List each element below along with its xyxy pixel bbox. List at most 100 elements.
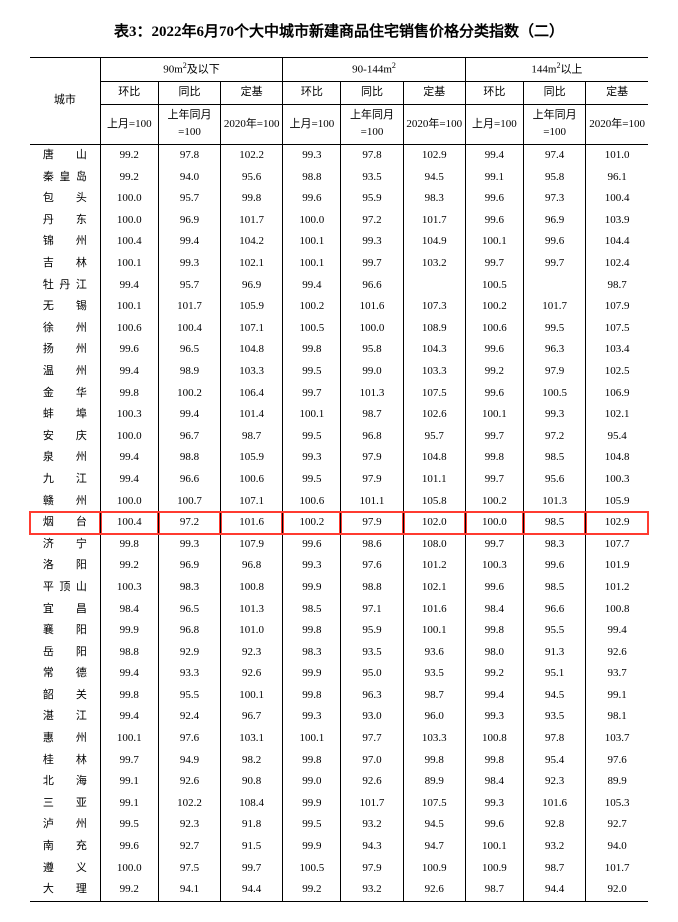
value-cell: 96.9 — [158, 555, 220, 577]
value-cell: 96.3 — [524, 339, 586, 361]
value-cell: 99.2 — [283, 879, 341, 901]
value-cell: 99.1 — [100, 771, 158, 793]
table-row: 北 海99.192.690.899.092.689.998.492.389.9 — [30, 771, 648, 793]
header-sub: 同比 — [524, 82, 586, 105]
value-cell: 99.4 — [586, 620, 648, 642]
header-base: 上年同月=100 — [524, 104, 586, 144]
value-cell: 99.9 — [283, 663, 341, 685]
value-cell: 100.1 — [465, 231, 523, 253]
value-cell: 102.2 — [158, 793, 220, 815]
value-cell: 104.4 — [586, 231, 648, 253]
value-cell: 99.4 — [100, 447, 158, 469]
value-cell: 103.4 — [586, 339, 648, 361]
value-cell: 95.5 — [158, 685, 220, 707]
value-cell: 104.2 — [221, 231, 283, 253]
value-cell: 101.2 — [403, 555, 465, 577]
value-cell: 100.5 — [283, 318, 341, 340]
city-name: 温 州 — [30, 361, 100, 383]
value-cell: 95.6 — [221, 167, 283, 189]
value-cell: 91.3 — [524, 642, 586, 664]
value-cell: 101.7 — [158, 296, 220, 318]
value-cell: 92.6 — [341, 771, 403, 793]
value-cell: 99.5 — [283, 469, 341, 491]
table-row: 秦皇岛99.294.095.698.893.594.599.195.896.1 — [30, 167, 648, 189]
value-cell: 101.9 — [586, 555, 648, 577]
city-name: 唐 山 — [30, 145, 100, 167]
value-cell: 99.4 — [283, 275, 341, 297]
value-cell: 107.5 — [403, 383, 465, 405]
value-cell: 101.0 — [221, 620, 283, 642]
value-cell: 105.9 — [586, 491, 648, 513]
city-name: 襄 阳 — [30, 620, 100, 642]
value-cell: 107.9 — [586, 296, 648, 318]
value-cell: 98.7 — [465, 879, 523, 901]
header-group-3: 144m2以上 — [465, 58, 648, 82]
value-cell: 99.5 — [524, 318, 586, 340]
value-cell: 99.6 — [524, 231, 586, 253]
value-cell: 100.0 — [100, 491, 158, 513]
header-sub: 定基 — [403, 82, 465, 105]
value-cell: 98.3 — [524, 534, 586, 556]
value-cell: 93.5 — [524, 706, 586, 728]
value-cell: 98.5 — [524, 512, 586, 534]
city-name: 韶 关 — [30, 685, 100, 707]
city-name: 南 充 — [30, 836, 100, 858]
value-cell: 97.2 — [524, 426, 586, 448]
value-cell: 108.4 — [221, 793, 283, 815]
value-cell: 93.5 — [341, 167, 403, 189]
table-row: 遵 义100.097.599.7100.597.9100.9100.998.71… — [30, 858, 648, 880]
value-cell: 96.8 — [158, 620, 220, 642]
table-row: 扬 州99.696.5104.899.895.8104.399.696.3103… — [30, 339, 648, 361]
value-cell: 91.5 — [221, 836, 283, 858]
value-cell: 98.8 — [341, 577, 403, 599]
value-cell: 94.7 — [403, 836, 465, 858]
value-cell: 99.1 — [100, 793, 158, 815]
value-cell: 94.4 — [221, 879, 283, 901]
value-cell: 101.7 — [524, 296, 586, 318]
value-cell: 99.7 — [100, 750, 158, 772]
city-name: 丹 东 — [30, 210, 100, 232]
value-cell: 96.7 — [158, 426, 220, 448]
value-cell: 98.2 — [221, 750, 283, 772]
table-row: 吉 林100.199.3102.1100.199.7103.299.799.71… — [30, 253, 648, 275]
value-cell: 100.0 — [100, 858, 158, 880]
value-cell: 98.5 — [524, 577, 586, 599]
value-cell: 99.3 — [283, 447, 341, 469]
value-cell: 95.9 — [341, 620, 403, 642]
value-cell: 99.6 — [465, 577, 523, 599]
value-cell: 97.2 — [341, 210, 403, 232]
table-row: 桂 林99.794.998.299.897.099.899.895.497.6 — [30, 750, 648, 772]
value-cell: 100.6 — [100, 318, 158, 340]
value-cell: 100.6 — [465, 318, 523, 340]
table-row: 韶 关99.895.5100.199.896.398.799.494.599.1 — [30, 685, 648, 707]
value-cell: 103.9 — [586, 210, 648, 232]
value-cell: 95.7 — [158, 275, 220, 297]
header-sub: 同比 — [158, 82, 220, 105]
value-cell: 108.0 — [403, 534, 465, 556]
value-cell: 99.2 — [100, 555, 158, 577]
table-body: 唐 山99.297.8102.299.397.8102.999.497.4101… — [30, 145, 648, 902]
value-cell: 97.8 — [158, 145, 220, 167]
table-row: 安 庆100.096.798.799.596.895.799.797.295.4 — [30, 426, 648, 448]
city-name: 宜 昌 — [30, 599, 100, 621]
table-row: 唐 山99.297.8102.299.397.8102.999.497.4101… — [30, 145, 648, 167]
value-cell: 99.2 — [100, 167, 158, 189]
header-sub: 环比 — [283, 82, 341, 105]
value-cell: 99.6 — [283, 534, 341, 556]
value-cell: 98.6 — [341, 534, 403, 556]
table-row: 牡丹江99.495.796.999.496.6100.598.7 — [30, 275, 648, 297]
city-name: 锦 州 — [30, 231, 100, 253]
value-cell: 100.1 — [283, 231, 341, 253]
table-row: 南 充99.692.791.599.994.394.7100.193.294.0 — [30, 836, 648, 858]
value-cell: 99.3 — [465, 706, 523, 728]
value-cell: 102.0 — [403, 512, 465, 534]
value-cell: 107.1 — [221, 491, 283, 513]
value-cell: 103.7 — [586, 728, 648, 750]
table-row: 三 亚99.1102.2108.499.9101.7107.599.3101.6… — [30, 793, 648, 815]
value-cell: 99.2 — [465, 663, 523, 685]
value-cell: 99.6 — [465, 383, 523, 405]
table-row: 宜 昌98.496.5101.398.597.1101.698.496.6100… — [30, 599, 648, 621]
header-base: 2020年=100 — [221, 104, 283, 144]
value-cell: 100.2 — [283, 512, 341, 534]
city-name: 泸 州 — [30, 814, 100, 836]
